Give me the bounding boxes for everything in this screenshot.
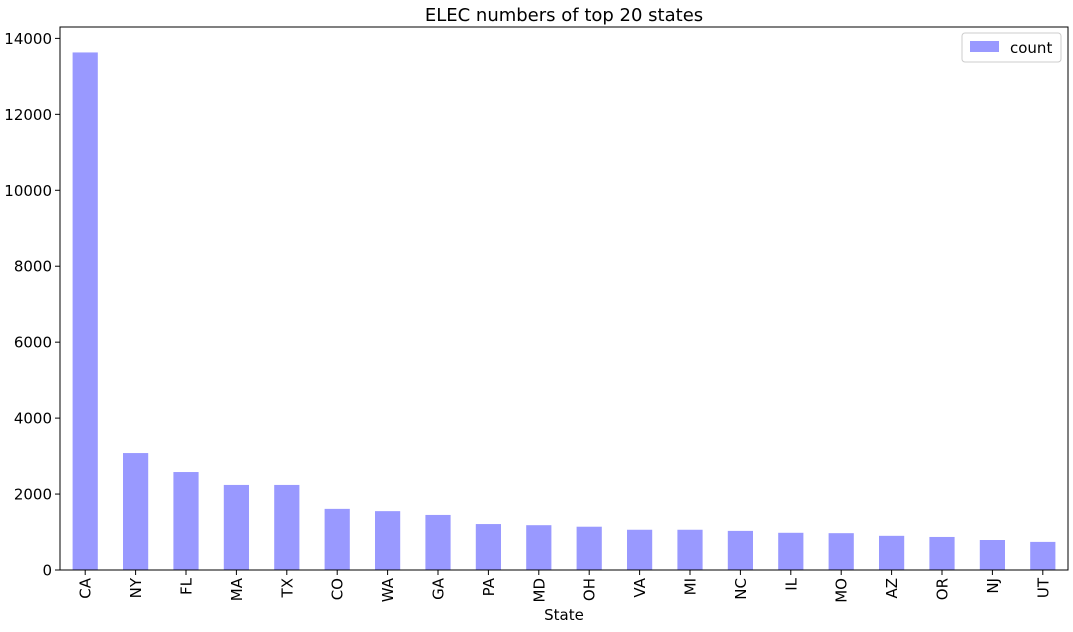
x-tick-label-il: IL bbox=[782, 577, 800, 590]
x-tick-label-az: AZ bbox=[883, 578, 901, 599]
bar-fl bbox=[173, 472, 199, 570]
x-axis-label: State bbox=[544, 606, 584, 624]
bar-tx bbox=[274, 484, 300, 570]
x-tick-label-wa: WA bbox=[379, 577, 397, 602]
bar-md bbox=[526, 525, 552, 570]
x-tick-label-co: CO bbox=[329, 578, 347, 600]
legend-box bbox=[961, 32, 1062, 63]
bar-az bbox=[879, 535, 905, 570]
bars-layer bbox=[72, 52, 1056, 570]
bar-or bbox=[929, 536, 955, 570]
bar-va bbox=[627, 529, 653, 570]
x-tick-label-oh: OH bbox=[581, 578, 599, 601]
x-tick-label-ny: NY bbox=[127, 577, 145, 598]
x-tick-label-mi: MI bbox=[682, 578, 700, 595]
y-tick-label: 8000 bbox=[14, 258, 52, 276]
x-tick-label-mo: MO bbox=[833, 578, 851, 603]
bar-il bbox=[778, 532, 804, 570]
y-axis: 0 2000 4000 6000 8000 10000 12000 14000 bbox=[4, 30, 60, 580]
bar-ca bbox=[72, 52, 98, 570]
bar-pa bbox=[475, 524, 501, 570]
y-tick-label: 6000 bbox=[14, 334, 52, 352]
bar-wa bbox=[375, 511, 401, 570]
x-axis: CA NY FL MA TX CO WA GA PA MD OH VA MI NC IL MO AZ OR NJ UT bbox=[77, 570, 1052, 603]
bar-ut bbox=[1030, 541, 1056, 570]
bar-mo bbox=[828, 533, 854, 570]
x-tick-label-ma: MA bbox=[228, 577, 246, 601]
x-tick-label-pa: PA bbox=[480, 577, 498, 596]
legend: count bbox=[961, 32, 1062, 63]
x-tick-label-nj: NJ bbox=[984, 578, 1002, 594]
bar-ma bbox=[223, 484, 249, 570]
y-tick-label: 2000 bbox=[14, 486, 52, 504]
bar-co bbox=[324, 508, 350, 570]
bar-ga bbox=[425, 514, 451, 570]
x-tick-label-ca: CA bbox=[77, 577, 95, 598]
legend-swatch bbox=[970, 41, 999, 52]
x-tick-label-or: OR bbox=[934, 578, 952, 600]
x-tick-label-tx: TX bbox=[278, 578, 296, 598]
x-tick-label-nc: NC bbox=[732, 578, 750, 600]
bar-nj bbox=[979, 540, 1005, 570]
y-tick-label: 10000 bbox=[4, 182, 52, 200]
x-tick-label-ga: GA bbox=[430, 577, 448, 600]
y-tick-label: 4000 bbox=[14, 410, 52, 428]
bar-oh bbox=[576, 526, 602, 570]
bar-ny bbox=[123, 453, 149, 570]
y-tick-label: 14000 bbox=[4, 30, 52, 48]
x-tick-label-md: MD bbox=[530, 578, 548, 603]
x-tick-label-va: VA bbox=[631, 577, 649, 597]
x-tick-label-ut: UT bbox=[1034, 577, 1052, 598]
x-tick-label-fl: FL bbox=[178, 577, 196, 595]
chart-title: ELEC numbers of top 20 states bbox=[425, 5, 703, 26]
plot-frame bbox=[59, 26, 1069, 571]
legend-label: count bbox=[1010, 39, 1052, 57]
bar-mi bbox=[677, 529, 703, 570]
bar-nc bbox=[727, 530, 753, 570]
y-tick-label: 12000 bbox=[4, 106, 52, 124]
y-tick-label: 0 bbox=[42, 562, 52, 580]
